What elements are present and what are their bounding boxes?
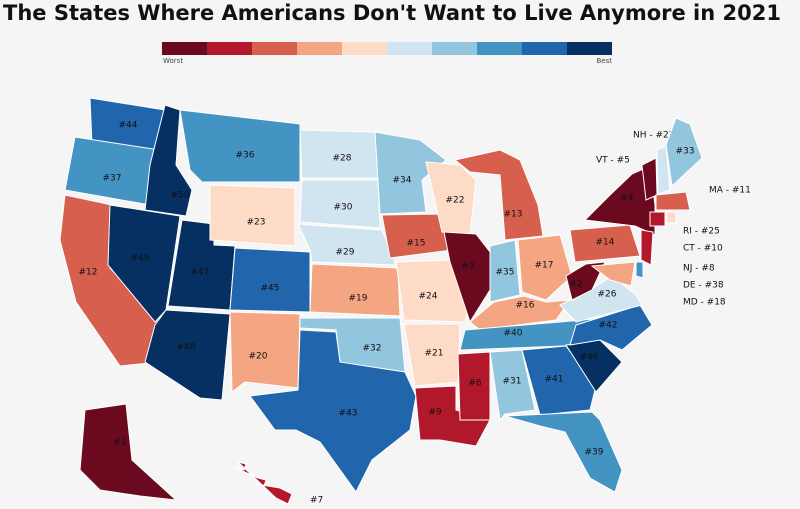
state-label: #26: [598, 290, 617, 300]
state-label: #3: [461, 262, 474, 272]
state-label: #16: [516, 301, 535, 311]
state-label: #43: [339, 409, 358, 419]
legend-swatch: [432, 42, 477, 55]
state-label: #4: [620, 194, 634, 204]
state: [489, 349, 536, 422]
state-label: #17: [535, 261, 554, 271]
state: [656, 145, 671, 195]
state: [635, 261, 644, 279]
state: [297, 223, 397, 266]
state: [504, 411, 623, 493]
state-label: #28: [333, 154, 352, 164]
state: [457, 351, 491, 421]
state-label: VT - #5: [596, 156, 630, 166]
state-label: #29: [336, 248, 355, 258]
state-label: #47: [191, 268, 210, 278]
state: [299, 179, 381, 229]
state: [666, 211, 677, 224]
state-label: #32: [363, 344, 382, 354]
state: [403, 323, 461, 387]
state: [453, 149, 544, 241]
legend-swatch: [342, 42, 387, 55]
state-label: #37: [103, 174, 122, 184]
state-label: #13: [504, 210, 523, 220]
state-label: #19: [349, 294, 368, 304]
state: [640, 229, 654, 266]
state: [144, 104, 193, 217]
state-label: #14: [596, 238, 615, 248]
state-label: MA - #11: [709, 186, 751, 196]
state-label: #22: [446, 196, 465, 206]
legend-high: Best: [596, 57, 612, 65]
state: [655, 191, 691, 211]
state: [209, 184, 296, 247]
legend-swatch: [207, 42, 252, 55]
state: [229, 311, 301, 393]
state-label: #36: [236, 151, 255, 161]
state-label: #48: [177, 343, 196, 353]
state-label: #42: [599, 321, 618, 331]
state-label: DE - #38: [683, 281, 724, 291]
state: [425, 161, 477, 235]
state-label: #45: [261, 284, 280, 294]
state-label: #9: [428, 408, 442, 418]
state-label: #12: [79, 268, 98, 278]
state: [517, 234, 573, 301]
state-label: #44: [119, 121, 138, 131]
state-label: #40: [504, 329, 523, 339]
state-label: #39: [585, 448, 604, 458]
state: [144, 309, 231, 401]
state-label: #50: [171, 191, 190, 201]
state-label: #20: [249, 352, 268, 362]
state: [309, 263, 401, 317]
legend-swatch: [162, 42, 207, 55]
state-label: CT - #10: [683, 244, 723, 254]
state: [590, 261, 636, 287]
state-label: NH - #27: [633, 131, 674, 141]
state-label: #35: [496, 268, 515, 278]
state-label: #1: [113, 438, 126, 448]
legend-low: Worst: [163, 57, 183, 65]
state: [569, 224, 641, 263]
state-label: #7: [310, 496, 323, 506]
legend-swatch: [387, 42, 432, 55]
state-label: #15: [407, 239, 426, 249]
state-label: #49: [131, 254, 150, 264]
state-label: NJ - #8: [683, 264, 715, 274]
state-label: #34: [393, 176, 412, 186]
state-label: RI - #25: [683, 227, 720, 237]
state: [107, 204, 181, 323]
state-label: #24: [419, 292, 438, 302]
legend: [162, 42, 612, 55]
legend-swatch: [477, 42, 522, 55]
legend-swatch: [252, 42, 297, 55]
legend-swatch: [297, 42, 342, 55]
state: [79, 403, 178, 501]
state-label: MD - #18: [683, 298, 726, 308]
state-label: #21: [425, 349, 444, 359]
state-label: #31: [503, 377, 522, 387]
state: [235, 461, 293, 505]
state: [649, 211, 666, 227]
state-label: #41: [545, 375, 564, 385]
state-label: #23: [247, 218, 266, 228]
state-label: #6: [468, 379, 482, 389]
legend-swatch: [522, 42, 567, 55]
state-label: #33: [676, 147, 695, 157]
state-label: #46: [580, 353, 599, 363]
legend-swatch: [567, 42, 612, 55]
state: [374, 131, 447, 215]
state: [249, 329, 417, 493]
state: [179, 109, 301, 183]
state-label: #30: [334, 203, 353, 213]
state: [489, 239, 521, 303]
state-label: #2: [569, 280, 582, 290]
map-title: The States Where Americans Don't Want to…: [3, 1, 781, 25]
state: [665, 117, 703, 188]
state: [414, 385, 491, 447]
state: [229, 247, 311, 313]
state: [565, 261, 606, 301]
states: #44 #37 #12 #50 #49 #47 #48 #36 #23 #45 #20 #28 #30 #…: [59, 97, 751, 506]
